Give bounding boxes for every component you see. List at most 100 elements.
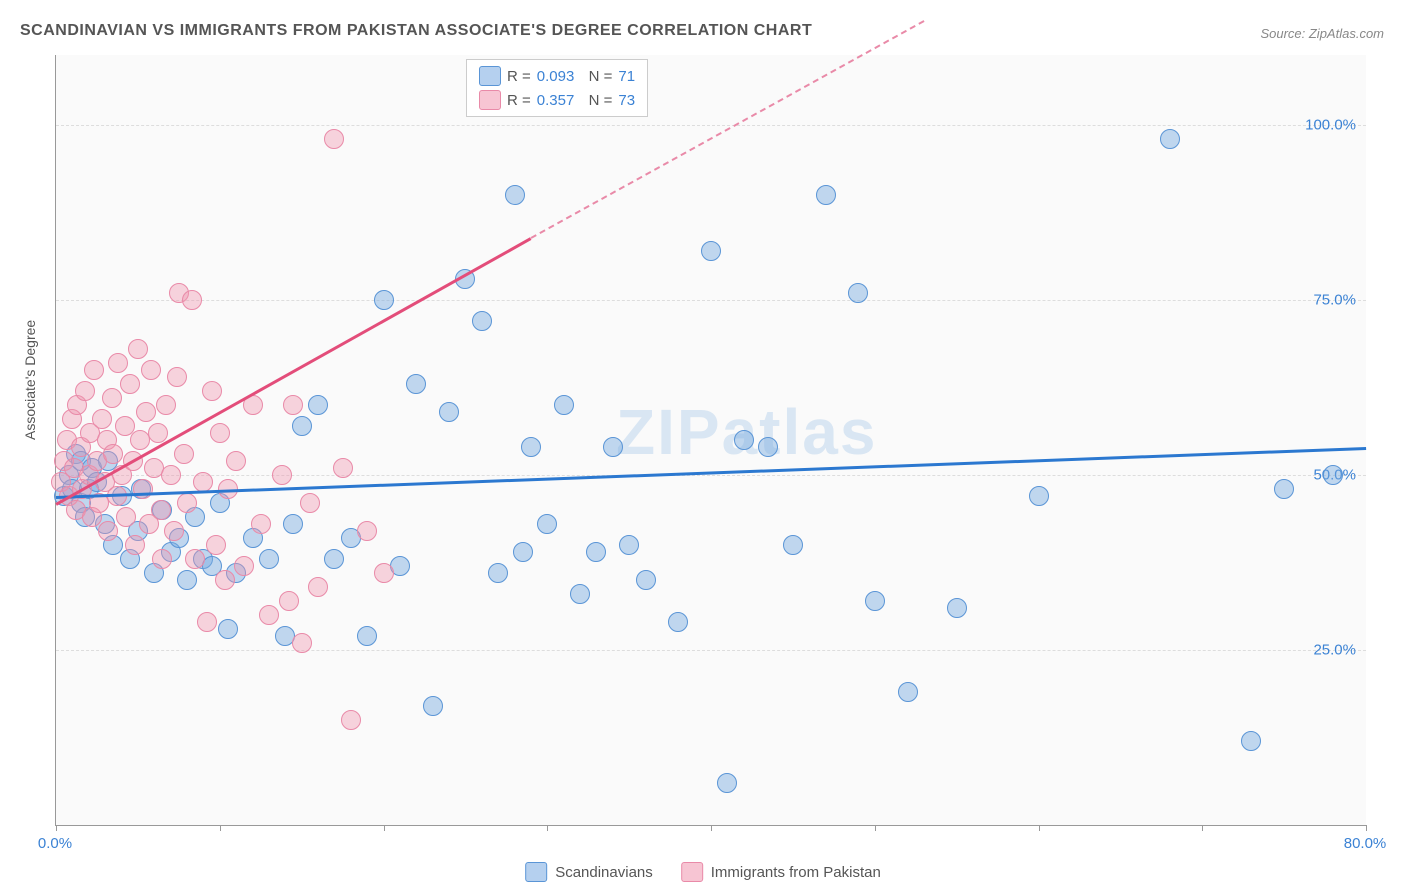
data-point — [898, 682, 918, 702]
data-point — [152, 549, 172, 569]
data-point — [108, 353, 128, 373]
data-point — [947, 598, 967, 618]
data-point — [521, 437, 541, 457]
scatter-plot-area: ZIPatlas R =0.093 N =71R =0.357 N =73 25… — [55, 55, 1366, 826]
data-point — [701, 241, 721, 261]
data-point — [292, 416, 312, 436]
data-point — [292, 633, 312, 653]
data-point — [758, 437, 778, 457]
data-point — [210, 423, 230, 443]
legend-n-label: N = — [580, 92, 612, 109]
data-point — [98, 521, 118, 541]
legend-r-value: 0.357 — [537, 92, 575, 109]
data-point — [603, 437, 623, 457]
legend-swatch — [681, 862, 703, 882]
legend-n-label: N = — [580, 68, 612, 85]
data-point — [357, 521, 377, 541]
data-point — [133, 479, 153, 499]
chart-title: SCANDINAVIAN VS IMMIGRANTS FROM PAKISTAN… — [20, 22, 812, 40]
data-point — [308, 395, 328, 415]
data-point — [374, 563, 394, 583]
data-point — [816, 185, 836, 205]
data-point — [141, 360, 161, 380]
x-tick-mark — [875, 825, 876, 831]
data-point — [783, 535, 803, 555]
data-point — [161, 465, 181, 485]
trend-line — [55, 237, 531, 505]
data-point — [619, 535, 639, 555]
x-tick-mark — [711, 825, 712, 831]
data-point — [75, 381, 95, 401]
legend-row: R =0.357 N =73 — [479, 88, 635, 112]
data-point — [215, 570, 235, 590]
legend-item: Scandinavians — [525, 862, 653, 882]
data-point — [174, 444, 194, 464]
data-point — [865, 591, 885, 611]
data-point — [848, 283, 868, 303]
data-point — [439, 402, 459, 422]
data-point — [182, 290, 202, 310]
grid-line — [56, 125, 1366, 126]
data-point — [300, 493, 320, 513]
data-point — [374, 290, 394, 310]
y-tick-label: 75.0% — [1313, 292, 1356, 309]
data-point — [734, 430, 754, 450]
data-point — [92, 409, 112, 429]
data-point — [164, 521, 184, 541]
data-point — [177, 493, 197, 513]
data-point — [120, 374, 140, 394]
legend-r-label: R = — [507, 92, 531, 109]
data-point — [488, 563, 508, 583]
trend-line — [56, 447, 1366, 498]
data-point — [472, 311, 492, 331]
data-point — [193, 472, 213, 492]
legend-swatch — [479, 66, 501, 86]
x-tick-label: 80.0% — [1344, 835, 1387, 852]
data-point — [279, 591, 299, 611]
grid-line — [56, 650, 1366, 651]
data-point — [130, 430, 150, 450]
x-tick-mark — [547, 825, 548, 831]
correlation-legend: R =0.093 N =71R =0.357 N =73 — [466, 59, 648, 117]
data-point — [259, 549, 279, 569]
data-point — [202, 381, 222, 401]
legend-r-label: R = — [507, 68, 531, 85]
data-point — [185, 549, 205, 569]
legend-swatch — [479, 90, 501, 110]
data-point — [103, 444, 123, 464]
x-tick-mark — [56, 825, 57, 831]
x-tick-label: 0.0% — [38, 835, 72, 852]
data-point — [717, 773, 737, 793]
data-point — [116, 507, 136, 527]
x-tick-mark — [1366, 825, 1367, 831]
data-point — [251, 514, 271, 534]
data-point — [156, 395, 176, 415]
data-point — [586, 542, 606, 562]
data-point — [554, 395, 574, 415]
data-point — [272, 465, 292, 485]
legend-label: Immigrants from Pakistan — [711, 864, 881, 881]
data-point — [259, 605, 279, 625]
grid-line — [56, 300, 1366, 301]
data-point — [406, 374, 426, 394]
y-tick-label: 100.0% — [1305, 117, 1356, 134]
y-tick-label: 25.0% — [1313, 642, 1356, 659]
data-point — [333, 458, 353, 478]
data-point — [197, 612, 217, 632]
legend-r-value: 0.093 — [537, 68, 575, 85]
data-point — [636, 570, 656, 590]
legend-label: Scandinavians — [555, 864, 653, 881]
data-point — [1274, 479, 1294, 499]
data-point — [283, 514, 303, 534]
data-point — [167, 367, 187, 387]
legend-n-value: 71 — [618, 68, 635, 85]
y-axis-label: Associate's Degree — [22, 320, 38, 440]
data-point — [218, 619, 238, 639]
data-point — [177, 570, 197, 590]
data-point — [1323, 465, 1343, 485]
data-point — [668, 612, 688, 632]
data-point — [125, 535, 145, 555]
data-point — [128, 339, 148, 359]
data-point — [357, 626, 377, 646]
x-tick-mark — [220, 825, 221, 831]
